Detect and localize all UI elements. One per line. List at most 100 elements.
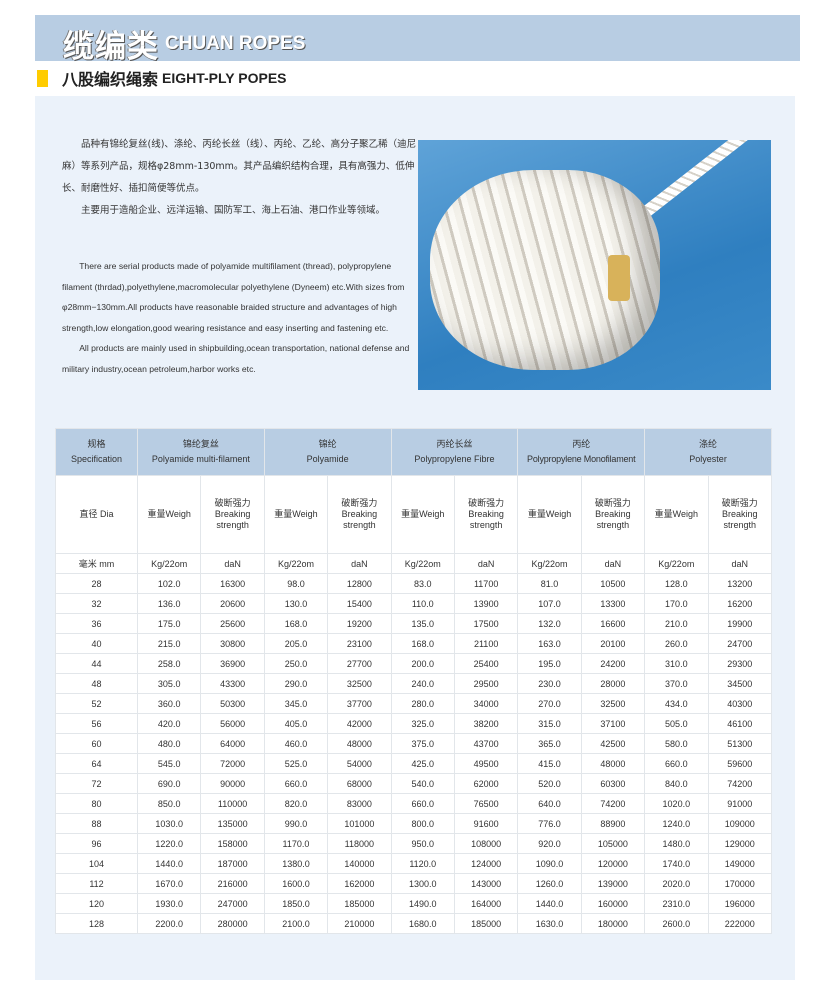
category-title-en: CHUAN ROPES xyxy=(165,33,306,54)
table-row: 40 215.0 30800 205.0 23100 168.0 21100 163.0 201… xyxy=(55,633,773,654)
table-cell: 185000 xyxy=(327,893,392,914)
table-cell: 90000 xyxy=(200,773,265,794)
table-cell: 162000 xyxy=(327,873,392,894)
header-material: 丙纶长丝 Polypropylene Fibre xyxy=(390,428,519,476)
table-cell: 34500 xyxy=(707,673,773,694)
table-cell: 37100 xyxy=(580,713,646,734)
strength-label-en: Breaking strength xyxy=(214,509,251,530)
table-cell: 240.0 xyxy=(390,673,455,694)
unit-weight: Kg/22om xyxy=(644,553,709,574)
table-cell: 280000 xyxy=(200,913,265,934)
table-cell: 415.0 xyxy=(517,753,582,774)
table-cell: 950.0 xyxy=(390,833,455,854)
table-cell: 2310.0 xyxy=(644,893,709,914)
description-en: There are serial products made of polyam… xyxy=(62,256,412,379)
table-cell: 164000 xyxy=(453,893,519,914)
table-cell: 230.0 xyxy=(517,673,582,694)
table-cell: 130.0 xyxy=(263,593,329,614)
strength-label-en: Breaking strength xyxy=(468,509,504,530)
table-cell: 48 xyxy=(55,673,138,694)
table-cell: 110.0 xyxy=(390,593,455,614)
table-cell: 139000 xyxy=(580,873,646,894)
table-row: 28 102.0 16300 98.0 12800 83.0 11700 81.0 10500 1… xyxy=(55,573,773,594)
table-cell: 545.0 xyxy=(136,753,202,774)
table-row: 44 258.0 36900 250.0 27700 200.0 25400 195.0 242… xyxy=(55,653,773,674)
table-cell: 140000 xyxy=(327,853,392,874)
category-header-band: 缆编类 CHUAN ROPES xyxy=(35,15,800,65)
table-cell: 74200 xyxy=(580,793,646,814)
table-cell: 149000 xyxy=(707,853,773,874)
table-cell: 120 xyxy=(55,893,138,914)
category-title-cn: 缆编类 xyxy=(63,29,159,65)
table-cell: 36900 xyxy=(200,653,265,674)
table-cell: 105000 xyxy=(580,833,646,854)
table-cell: 11700 xyxy=(453,573,519,594)
description-en-paragraph: There are serial products made of polyam… xyxy=(62,261,405,333)
table-cell: 160000 xyxy=(580,893,646,914)
table-cell: 1220.0 xyxy=(136,833,202,854)
weight-label: 重量Weigh xyxy=(517,475,582,554)
table-cell: 480.0 xyxy=(136,733,202,754)
strength-label-en: Breaking strength xyxy=(595,509,631,530)
table-cell: 1170.0 xyxy=(263,833,329,854)
table-cell: 434.0 xyxy=(644,693,709,714)
table-cell: 660.0 xyxy=(390,793,455,814)
strength-label: 破断强力 Breaking strength xyxy=(200,475,265,554)
table-cell: 196000 xyxy=(707,893,773,914)
description-cn-paragraph: 品种有锦纶复丝(线)、涤纶、丙纶长丝（线）、丙纶、乙纶、高分子聚乙稀（迪尼麻）等… xyxy=(62,139,417,194)
table-cell: 96 xyxy=(55,833,138,854)
table-cell: 1850.0 xyxy=(263,893,329,914)
table-cell: 25600 xyxy=(200,613,265,634)
table-cell: 27700 xyxy=(327,653,392,674)
table-cell: 128 xyxy=(55,913,138,934)
table-cell: 40 xyxy=(55,633,138,654)
table-cell: 1380.0 xyxy=(263,853,329,874)
table-cell: 375.0 xyxy=(390,733,455,754)
table-row: 96 1220.0 158000 1170.0 118000 950.0 108000 920… xyxy=(55,833,773,854)
strength-label: 破断强力 Breaking strength xyxy=(580,475,646,554)
table-cell: 21100 xyxy=(453,633,519,654)
table-cell: 49500 xyxy=(453,753,519,774)
table-cell: 48000 xyxy=(327,733,392,754)
table-cell: 520.0 xyxy=(517,773,582,794)
table-row: 64 545.0 72000 525.0 54000 425.0 49500 415.0 480… xyxy=(55,753,773,774)
table-cell: 247000 xyxy=(200,893,265,914)
strength-label-cn: 破断强力 xyxy=(594,498,631,508)
table-cell: 104 xyxy=(55,853,138,874)
table-cell: 20100 xyxy=(580,633,646,654)
table-cell: 1260.0 xyxy=(517,873,582,894)
table-cell: 270.0 xyxy=(517,693,582,714)
table-cell: 24200 xyxy=(580,653,646,674)
unit-dia: 毫米 mm xyxy=(55,553,138,574)
table-cell: 36 xyxy=(55,613,138,634)
table-cell: 88900 xyxy=(580,813,646,834)
table-row: 32 136.0 20600 130.0 15400 110.0 13900 107.0 133… xyxy=(55,593,773,614)
table-cell: 42500 xyxy=(580,733,646,754)
strength-label: 破断强力 Breaking strength xyxy=(707,475,773,554)
table-cell: 44 xyxy=(55,653,138,674)
weight-label: 重量Weigh xyxy=(644,475,709,554)
table-cell: 1090.0 xyxy=(517,853,582,874)
table-cell: 32500 xyxy=(327,673,392,694)
table-cell: 60 xyxy=(55,733,138,754)
table-cell: 112 xyxy=(55,873,138,894)
table-cell: 1740.0 xyxy=(644,853,709,874)
table-row: 120 1930.0 247000 1850.0 185000 1490.0 164000 1… xyxy=(55,893,773,914)
spec-table: 规格 Specification 锦纶复丝 Polyamide multi-fila… xyxy=(55,428,773,934)
unit-strength: daN xyxy=(707,553,773,574)
table-cell: 315.0 xyxy=(517,713,582,734)
coil-core xyxy=(608,255,630,301)
header-material: 锦纶 Polyamide xyxy=(263,428,392,476)
table-cell: 776.0 xyxy=(517,813,582,834)
table-cell: 32500 xyxy=(580,693,646,714)
weight-label: 重量Weigh xyxy=(390,475,455,554)
unit-weight: Kg/22om xyxy=(136,553,202,574)
table-cell: 59600 xyxy=(707,753,773,774)
table-cell: 91600 xyxy=(453,813,519,834)
table-cell: 24700 xyxy=(707,633,773,654)
table-cell: 2100.0 xyxy=(263,913,329,934)
table-row: 52 360.0 50300 345.0 37700 280.0 34000 270.0 325… xyxy=(55,693,773,714)
description-cn-paragraph: 主要用于造船企业、远洋运输、国防军工、海上石油、港口作业等领域。 xyxy=(81,205,386,216)
strength-label-cn: 破断强力 xyxy=(214,498,251,508)
weight-label: 重量Weigh xyxy=(263,475,329,554)
